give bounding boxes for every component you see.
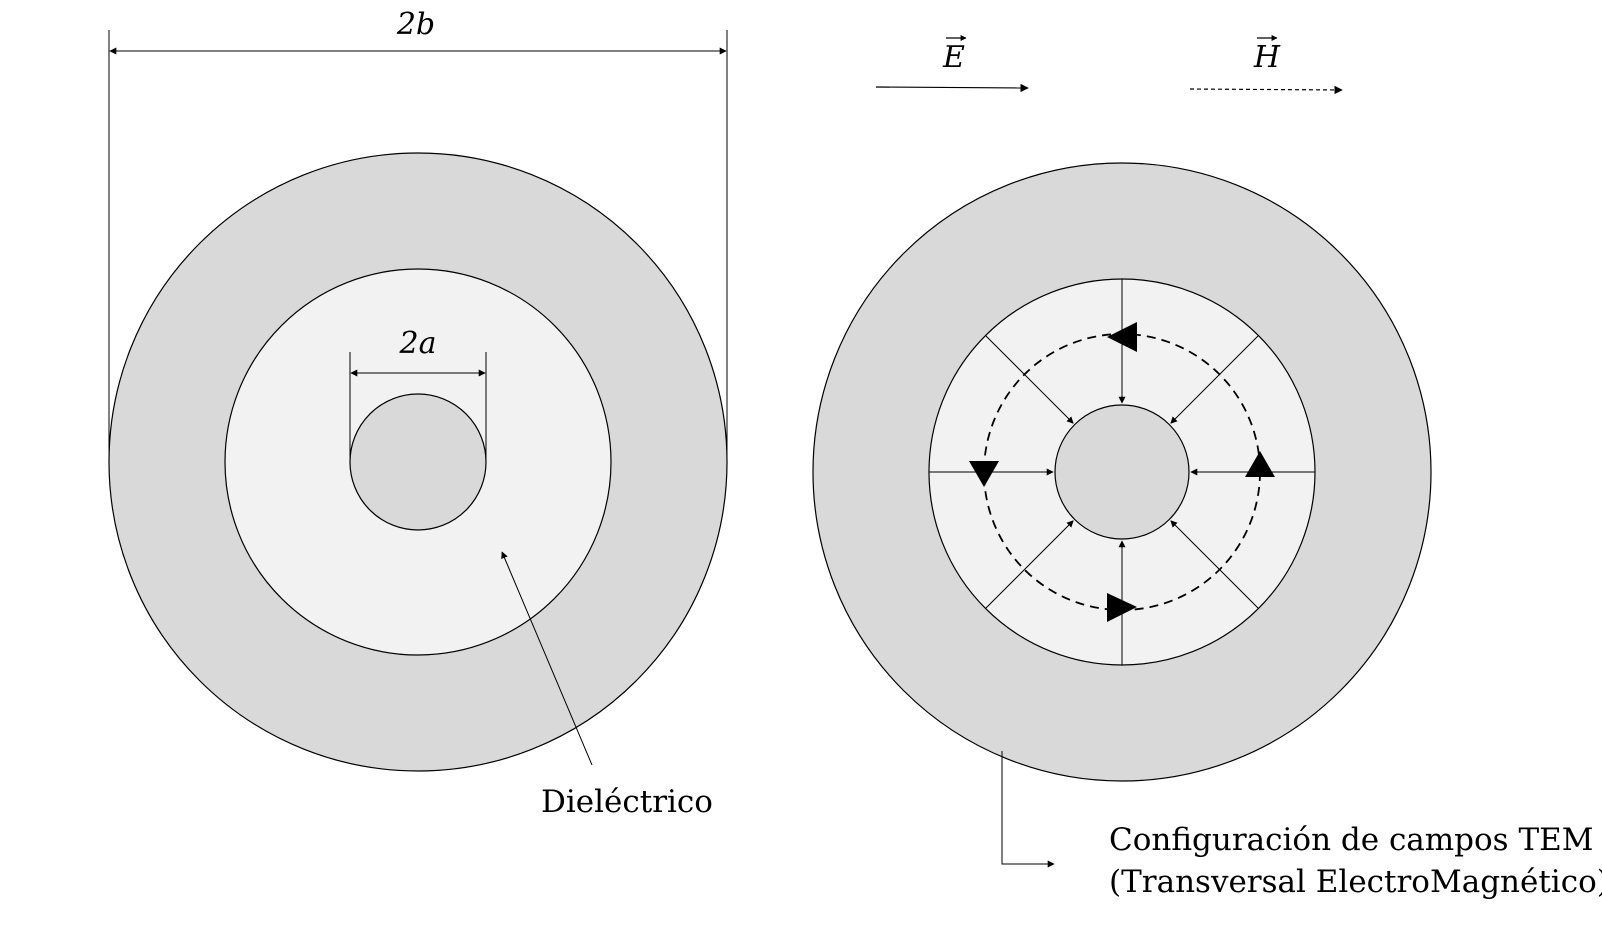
e-field-line-top-left — [985, 335, 1074, 424]
legend: E H — [875, 35, 1343, 95]
e-field-legend-label: E — [942, 40, 965, 75]
outer-diameter-label: 2b — [396, 7, 435, 42]
h-field-legend-label: H — [1253, 40, 1281, 75]
h-field-arrow-right — [1245, 451, 1275, 477]
h-field-legend-arrow — [1189, 85, 1343, 95]
tem-pointer — [1001, 751, 1055, 868]
right-cross-section: Configuración de campos TEM (Transversal… — [812, 162, 1602, 900]
inner-diameter-label: 2a — [399, 326, 437, 361]
e-field-line-bottom-left — [985, 520, 1074, 609]
tem-label-line2: (Transversal ElectroMagnético) — [1109, 864, 1602, 900]
dielectric-label: Dieléctrico — [541, 784, 713, 820]
right-inner-conductor — [1054, 404, 1190, 540]
left-inner-conductor — [349, 393, 487, 531]
h-field-arrow-top — [1107, 322, 1137, 352]
left-cross-section: 2b 2a Dieléctrico — [108, 7, 728, 820]
e-field-line-top-right — [1170, 335, 1259, 424]
e-field-legend-arrow — [875, 83, 1029, 93]
tem-label-line1: Configuración de campos TEM — [1109, 822, 1594, 858]
h-field-arrow-bottom — [1107, 593, 1137, 622]
h-field-arrow-left — [969, 461, 999, 487]
e-field-line-bottom-right — [1170, 520, 1259, 609]
dielectric-pointer — [501, 551, 593, 766]
